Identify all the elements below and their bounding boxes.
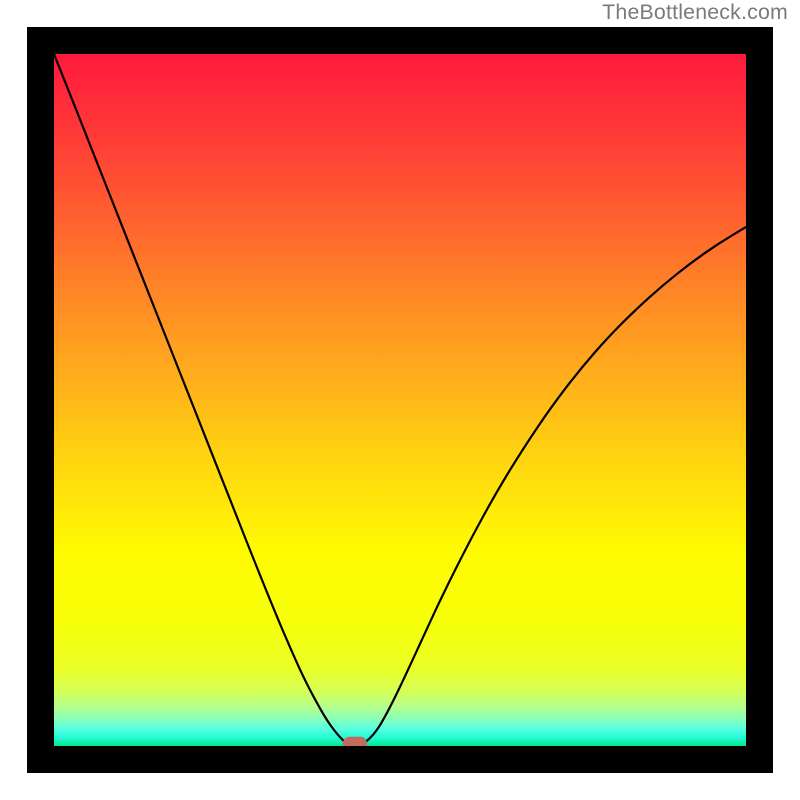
watermark-label: TheBottleneck.com xyxy=(602,0,788,25)
chart-frame: TheBottleneck.com xyxy=(0,0,800,800)
plot-border xyxy=(27,27,773,773)
